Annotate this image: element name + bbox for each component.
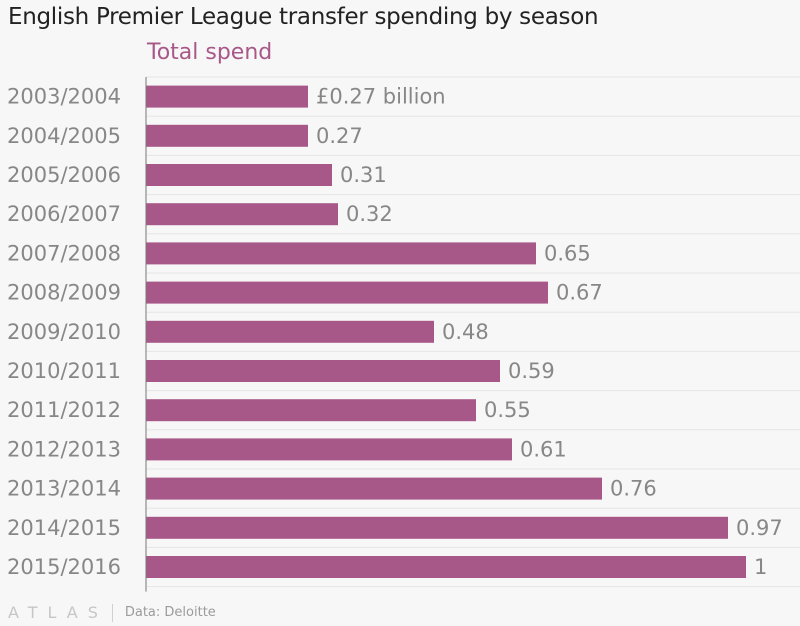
bar <box>146 242 536 265</box>
category-label: 2014/2015 <box>7 516 121 540</box>
value-label: 0.27 <box>316 124 363 148</box>
value-label: 0.97 <box>736 516 783 540</box>
category-label: 2015/2016 <box>7 555 121 579</box>
atlas-logo: ATLAS <box>8 603 108 622</box>
series-label: Total spend <box>147 40 273 65</box>
source-note: Data: Deloitte <box>124 605 216 620</box>
value-label: 0.48 <box>442 320 489 344</box>
chart-title: English Premier League transfer spending… <box>8 4 599 30</box>
category-label: 2011/2012 <box>7 398 121 422</box>
value-label: 0.32 <box>346 202 393 226</box>
category-label: 2003/2004 <box>7 85 121 109</box>
category-label: 2007/2008 <box>7 241 121 265</box>
bar <box>146 477 602 500</box>
bar <box>146 85 308 108</box>
bar <box>146 516 728 539</box>
value-label: 0.61 <box>520 437 567 461</box>
bar <box>146 203 338 226</box>
footer-divider <box>111 603 113 622</box>
value-label: 0.65 <box>544 241 591 265</box>
value-label: £0.27 billion <box>316 85 446 109</box>
value-label: 0.76 <box>610 477 657 501</box>
bar <box>146 360 500 382</box>
value-label: 0.31 <box>340 163 387 187</box>
bar <box>146 399 476 422</box>
bar <box>146 164 332 186</box>
bar-chart: 2003/2004 £0.27 billion 2004/2005 0.27 2005/… <box>7 76 800 592</box>
value-label: 0.55 <box>484 398 531 422</box>
footer: ATLAS Data: Deloitte <box>8 603 216 622</box>
category-label: 2005/2006 <box>7 163 121 187</box>
bar <box>146 556 746 578</box>
value-label: 0.67 <box>556 281 603 305</box>
category-label: 2006/2007 <box>7 202 121 226</box>
bar <box>146 438 512 461</box>
bar <box>146 281 548 304</box>
category-label: 2013/2014 <box>7 477 121 501</box>
category-label: 2009/2010 <box>7 320 121 344</box>
category-label: 2010/2011 <box>7 359 121 383</box>
value-label: 0.59 <box>508 359 555 383</box>
category-label: 2004/2005 <box>7 124 121 148</box>
bar <box>146 320 434 343</box>
category-label: 2012/2013 <box>7 437 121 461</box>
category-label: 2008/2009 <box>7 281 121 305</box>
value-label: 1 <box>754 555 767 579</box>
bar <box>146 124 308 147</box>
